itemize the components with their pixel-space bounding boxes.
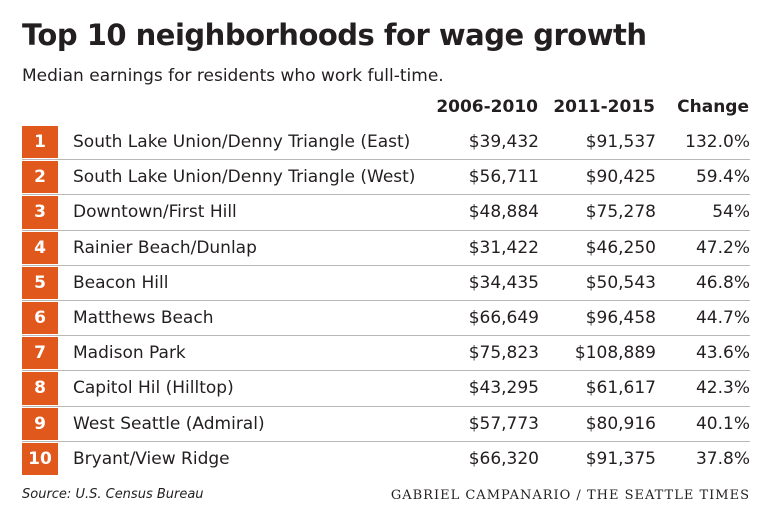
neighborhood-name: Downtown/First Hill [73,202,237,223]
neighborhood-name: South Lake Union/Denny Triangle (West) [73,167,416,188]
earnings-2006-2010: $66,320 [468,448,539,469]
rank-badge: 3 [22,196,58,229]
neighborhood-name: West Seattle (Admiral) [73,413,265,434]
earnings-2011-2015: $50,543 [585,272,656,293]
rank-badge: 7 [22,337,58,370]
table-row: 10 Bryant/View Ridge $66,320 $91,375 37.8% [22,442,750,476]
column-header-2006-2010: 2006-2010 [436,97,538,117]
rank-badge: 9 [22,407,58,440]
earnings-2006-2010: $34,435 [468,272,539,293]
earnings-2006-2010: $75,823 [468,343,539,364]
change-percent: 59.4% [695,167,750,188]
earnings-2011-2015: $61,617 [585,378,656,399]
change-percent: 46.8% [695,272,750,293]
earnings-2011-2015: $46,250 [585,237,656,258]
rank-badge: 8 [22,372,58,405]
earnings-2011-2015: $96,458 [585,308,656,329]
table-row: 6 Matthews Beach $66,649 $96,458 44.7% [22,301,750,337]
rank-badge: 5 [22,266,58,299]
change-percent: 40.1% [695,413,750,434]
rank-badge: 10 [22,442,58,475]
rank-badge: 6 [22,301,58,335]
earnings-2011-2015: $108,889 [574,343,656,364]
neighborhood-name: Beacon Hill [73,272,169,293]
table-row: 3 Downtown/First Hill $48,884 $75,278 54% [22,195,750,231]
neighborhood-name: Capitol Hil (Hilltop) [73,378,234,399]
rank-badge: 4 [22,231,58,264]
earnings-2006-2010: $56,711 [468,167,539,188]
earnings-2006-2010: $57,773 [468,413,539,434]
rank-badge: 1 [22,126,58,159]
earnings-2011-2015: $91,537 [585,132,656,153]
earnings-2006-2010: $48,884 [468,202,539,223]
change-percent: 132.0% [685,132,750,153]
change-percent: 54% [712,202,750,223]
change-percent: 44.7% [695,308,750,329]
column-header-change: Change [677,97,749,117]
change-percent: 47.2% [695,237,750,258]
earnings-2006-2010: $39,432 [468,132,539,153]
earnings-2011-2015: $75,278 [585,202,656,223]
table-row: 2 South Lake Union/Denny Triangle (West) $… [22,160,750,196]
credit-line: GABRIEL CAMPANARIO / THE SEATTLE TIMES [390,488,750,503]
table-row: 9 West Seattle (Admiral) $57,773 $80,916 40.… [22,407,750,442]
earnings-2011-2015: $90,425 [585,167,656,188]
earnings-2006-2010: $43,295 [468,378,539,399]
column-header-2011-2015: 2011-2015 [553,97,655,117]
change-percent: 42.3% [695,378,750,399]
chart-subtitle: Median earnings for residents who work f… [22,66,444,86]
change-percent: 37.8% [695,448,750,469]
change-percent: 43.6% [695,343,750,364]
table-row: 7 Madison Park $75,823 $108,889 43.6% [22,336,750,372]
table-row: 4 Rainier Beach/Dunlap $31,422 $46,250 47.2% [22,231,750,266]
earnings-2006-2010: $66,649 [468,308,539,329]
neighborhood-name: Rainier Beach/Dunlap [73,237,257,258]
source-note: Source: U.S. Census Bureau [22,487,204,502]
table-row: 8 Capitol Hil (Hilltop) $43,295 $61,617 42.3… [22,371,750,407]
table-body: 1 South Lake Union/Denny Triangle (East) $… [22,125,750,476]
neighborhood-name: Madison Park [73,343,186,364]
table-row: 5 Beacon Hill $34,435 $50,543 46.8% [22,266,750,301]
earnings-2006-2010: $31,422 [468,237,539,258]
earnings-2011-2015: $91,375 [585,448,656,469]
chart-title: Top 10 neighborhoods for wage growth [22,18,647,52]
neighborhood-name: South Lake Union/Denny Triangle (East) [73,132,411,153]
earnings-2011-2015: $80,916 [585,413,656,434]
neighborhood-name: Bryant/View Ridge [73,448,230,469]
rank-badge: 2 [22,161,58,194]
neighborhood-name: Matthews Beach [73,308,214,329]
table-row: 1 South Lake Union/Denny Triangle (East) $… [22,125,750,161]
